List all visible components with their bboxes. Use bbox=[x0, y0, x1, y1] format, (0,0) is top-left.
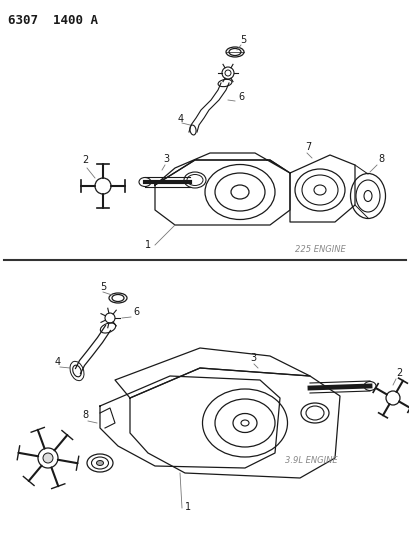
Circle shape bbox=[95, 178, 111, 194]
Text: 4: 4 bbox=[178, 114, 184, 124]
Circle shape bbox=[385, 391, 399, 405]
Text: 6: 6 bbox=[133, 307, 139, 317]
Circle shape bbox=[38, 448, 58, 468]
Ellipse shape bbox=[363, 382, 375, 391]
Text: 3: 3 bbox=[163, 154, 169, 164]
Text: 3: 3 bbox=[249, 353, 256, 363]
Text: 5: 5 bbox=[239, 35, 246, 45]
Text: 3.9L ENGINE: 3.9L ENGINE bbox=[284, 456, 337, 465]
Text: 225 ENGINE: 225 ENGINE bbox=[294, 245, 345, 254]
Text: 7: 7 bbox=[304, 142, 310, 152]
Text: 4: 4 bbox=[55, 357, 61, 367]
Text: 2: 2 bbox=[395, 368, 401, 378]
Text: 2: 2 bbox=[82, 155, 88, 165]
Ellipse shape bbox=[96, 461, 103, 465]
Text: 1: 1 bbox=[184, 502, 191, 512]
Text: 8: 8 bbox=[82, 410, 88, 420]
Text: 6307  1400 A: 6307 1400 A bbox=[8, 14, 98, 27]
Text: 5: 5 bbox=[100, 282, 106, 292]
Text: 8: 8 bbox=[377, 154, 383, 164]
Ellipse shape bbox=[139, 177, 151, 187]
Text: 6: 6 bbox=[237, 92, 243, 102]
Ellipse shape bbox=[87, 454, 113, 472]
Circle shape bbox=[43, 453, 53, 463]
Text: 1: 1 bbox=[145, 240, 151, 250]
